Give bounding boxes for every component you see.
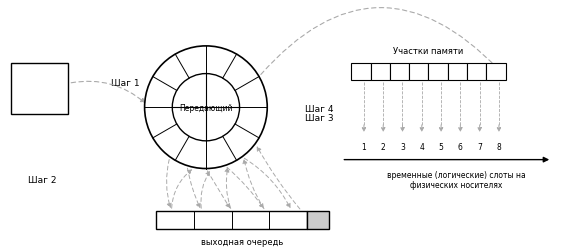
FancyBboxPatch shape [448,64,467,81]
Text: 4: 4 [419,143,424,152]
Text: 2: 2 [381,143,386,152]
Text: 8: 8 [497,143,501,152]
Text: 2: 2 [378,68,383,77]
Text: Участки памяти: Участки памяти [393,47,464,55]
FancyBboxPatch shape [390,64,409,81]
FancyBboxPatch shape [428,64,448,81]
Text: 6: 6 [458,143,463,152]
Text: 1: 1 [358,68,364,77]
Text: пакет для
передачи: пакет для передачи [17,79,62,99]
Text: 3: 3 [397,68,402,77]
FancyBboxPatch shape [467,64,486,81]
Text: 6: 6 [455,68,460,77]
FancyBboxPatch shape [351,64,370,81]
FancyBboxPatch shape [486,64,506,81]
Text: 4: 4 [416,68,421,77]
FancyBboxPatch shape [409,64,428,81]
Text: Шаг 4: Шаг 4 [305,105,334,114]
FancyBboxPatch shape [157,211,307,229]
Text: Шаг 2: Шаг 2 [28,175,57,184]
Text: 1: 1 [362,143,366,152]
Text: 7: 7 [477,143,482,152]
Text: 7: 7 [474,68,479,77]
Text: 8: 8 [494,68,498,77]
Text: 5: 5 [439,143,443,152]
Text: 3: 3 [400,143,405,152]
Text: выходная очередь: выходная очередь [201,237,284,246]
Text: Шаг 3: Шаг 3 [305,113,334,122]
Text: Передающий: Передающий [179,103,233,112]
Circle shape [172,74,239,141]
Text: 5: 5 [436,68,440,77]
FancyBboxPatch shape [307,211,328,229]
FancyBboxPatch shape [11,64,68,115]
Text: Шаг 1: Шаг 1 [111,79,140,88]
Text: временные (логические) слоты на
физических носителях: временные (логические) слоты на физическ… [387,170,526,189]
FancyBboxPatch shape [370,64,390,81]
